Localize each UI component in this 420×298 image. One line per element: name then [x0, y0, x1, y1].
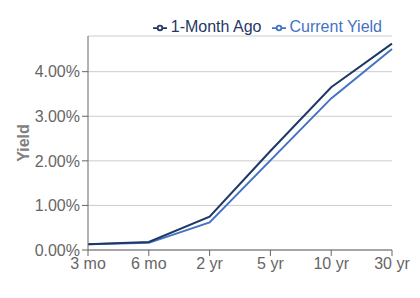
svg-text:3.00%: 3.00%	[35, 108, 80, 125]
html-text:1-Month Ago: 1-Month Ago	[170, 18, 262, 35]
html-text:Current Yield: Current Yield	[289, 18, 382, 35]
svg-text:5 yr: 5 yr	[257, 255, 284, 272]
svg-text:2.00%: 2.00%	[35, 153, 80, 170]
svg-text:30 yr: 30 yr	[374, 255, 410, 272]
svg-text:2 yr: 2 yr	[196, 255, 223, 272]
svg-text:4.00%: 4.00%	[35, 63, 80, 80]
svg-text:1.00%: 1.00%	[35, 197, 80, 214]
svg-text:3 mo: 3 mo	[70, 255, 106, 273]
svg-text:10 yr: 10 yr	[313, 255, 349, 272]
svg-text:0.00%: 0.00%	[35, 242, 80, 259]
svg-text:Yield: Yield	[15, 124, 32, 162]
svg-text:6 mo: 6 mo	[131, 255, 167, 272]
